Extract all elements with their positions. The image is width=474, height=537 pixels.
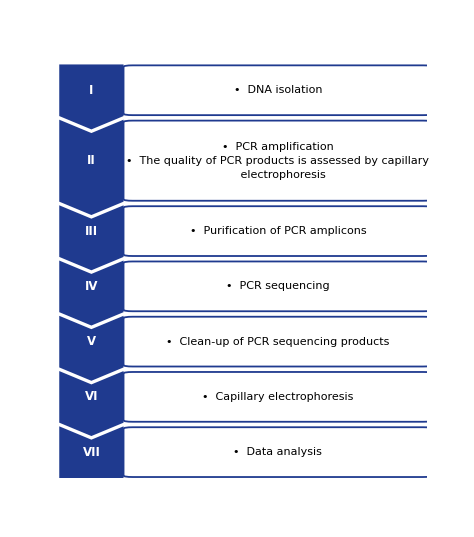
FancyBboxPatch shape <box>124 121 432 201</box>
Text: III: III <box>85 224 98 237</box>
Text: VII: VII <box>82 446 100 459</box>
Polygon shape <box>59 371 124 436</box>
FancyBboxPatch shape <box>124 317 432 367</box>
Text: I: I <box>89 84 93 97</box>
Text: VI: VI <box>85 390 98 403</box>
FancyBboxPatch shape <box>124 372 432 422</box>
Polygon shape <box>59 426 124 491</box>
Text: •  Clean-up of PCR sequencing products: • Clean-up of PCR sequencing products <box>166 337 390 346</box>
Polygon shape <box>59 260 124 325</box>
FancyBboxPatch shape <box>124 66 432 115</box>
Text: V: V <box>87 335 96 348</box>
FancyBboxPatch shape <box>124 427 432 477</box>
FancyBboxPatch shape <box>124 206 432 256</box>
Polygon shape <box>59 120 124 215</box>
Polygon shape <box>59 316 124 381</box>
Text: •  Purification of PCR amplicons: • Purification of PCR amplicons <box>190 226 366 236</box>
Text: •  DNA isolation: • DNA isolation <box>234 85 322 95</box>
Text: •  PCR sequencing: • PCR sequencing <box>226 281 329 292</box>
FancyBboxPatch shape <box>124 262 432 311</box>
Text: •  Data analysis: • Data analysis <box>233 447 322 457</box>
Polygon shape <box>59 205 124 270</box>
Text: •  PCR amplification
•  The quality of PCR products is assessed by capillary
   : • PCR amplification • The quality of PCR… <box>127 142 429 180</box>
Polygon shape <box>59 64 124 129</box>
Text: II: II <box>87 154 96 167</box>
Text: •  Capillary electrophoresis: • Capillary electrophoresis <box>202 392 354 402</box>
Text: IV: IV <box>85 280 98 293</box>
